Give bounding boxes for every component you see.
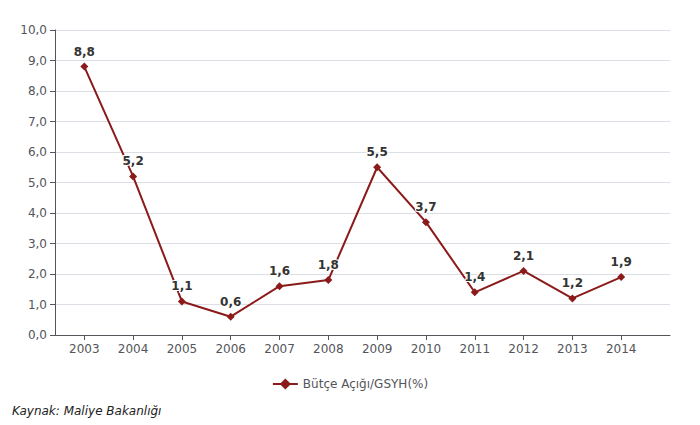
svg-text:1,8: 1,8	[318, 258, 339, 272]
svg-text:2008: 2008	[313, 342, 344, 356]
svg-text:2003: 2003	[69, 342, 100, 356]
svg-text:2014: 2014	[606, 342, 637, 356]
svg-text:2012: 2012	[508, 342, 539, 356]
svg-text:8,8: 8,8	[74, 45, 95, 59]
svg-text:1,1: 1,1	[171, 279, 192, 293]
svg-text:9,0: 9,0	[28, 54, 47, 68]
svg-text:Kaynak: Maliye Bakanlığı: Kaynak: Maliye Bakanlığı	[12, 404, 161, 418]
svg-text:8,0: 8,0	[28, 84, 47, 98]
svg-text:1,9: 1,9	[611, 255, 632, 269]
svg-text:6,0: 6,0	[28, 145, 47, 159]
svg-text:2010: 2010	[411, 342, 442, 356]
svg-text:3,7: 3,7	[415, 200, 436, 214]
svg-text:2009: 2009	[362, 342, 393, 356]
svg-text:4,0: 4,0	[28, 206, 47, 220]
svg-text:Bütçe Açığı/GSYH(%): Bütçe Açığı/GSYH(%)	[303, 377, 428, 391]
svg-text:5,5: 5,5	[367, 145, 388, 159]
svg-text:1,2: 1,2	[562, 276, 583, 290]
svg-text:5,2: 5,2	[122, 154, 143, 168]
svg-text:0,0: 0,0	[28, 328, 47, 342]
svg-text:2005: 2005	[167, 342, 198, 356]
svg-text:5,0: 5,0	[28, 176, 47, 190]
svg-text:10,0: 10,0	[20, 23, 47, 37]
svg-text:0,6: 0,6	[220, 295, 241, 309]
svg-text:2006: 2006	[215, 342, 246, 356]
svg-text:1,4: 1,4	[464, 270, 485, 284]
svg-text:2004: 2004	[118, 342, 149, 356]
svg-text:2,0: 2,0	[28, 267, 47, 281]
svg-text:2007: 2007	[264, 342, 295, 356]
svg-text:3,0: 3,0	[28, 237, 47, 251]
svg-text:2013: 2013	[557, 342, 588, 356]
svg-text:1,6: 1,6	[269, 264, 290, 278]
svg-text:1,0: 1,0	[28, 298, 47, 312]
svg-text:7,0: 7,0	[28, 115, 47, 129]
svg-text:2,1: 2,1	[513, 249, 534, 263]
svg-text:2011: 2011	[459, 342, 490, 356]
